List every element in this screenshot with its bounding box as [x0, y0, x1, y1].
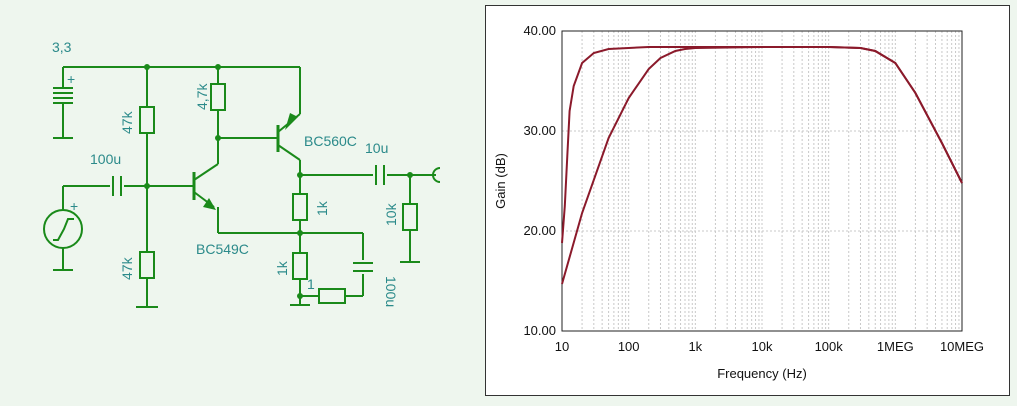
y-tick-label: 30.00 [523, 123, 556, 138]
grid [561, 30, 962, 332]
resistor-r6 [292, 252, 308, 280]
c-in-label: 100u [90, 151, 121, 167]
x-tick-label: 10k [752, 339, 773, 354]
y-tick-label: 40.00 [523, 23, 556, 38]
x-tick-label: 100 [618, 339, 640, 354]
r-feedback-label: 1k [274, 260, 290, 276]
y-tick-label: 10.00 [523, 323, 556, 338]
supply-label: 3,3 [52, 39, 72, 55]
resistor-r4 [402, 203, 418, 231]
junction-dot [215, 64, 221, 70]
output-terminal [432, 167, 441, 183]
junction-dot [297, 293, 303, 299]
r-series-label: 1 [307, 276, 315, 292]
resistor-r2 [139, 251, 155, 279]
step-icon [53, 218, 74, 241]
r-bias-top-label: 47k [119, 110, 135, 134]
battery-plus-sign: + [67, 71, 75, 87]
r-bias-bottom-label: 47k [119, 256, 135, 280]
emitter-arrow [203, 198, 216, 210]
x-tick-label: 1k [688, 339, 702, 354]
r-collector-label: 4,7k [194, 83, 210, 110]
resistor-r3 [210, 83, 226, 111]
x-axis-label: Frequency (Hz) [717, 366, 807, 381]
series-lines [561, 46, 963, 285]
junction-dot [297, 172, 303, 178]
x-axis: 10 100 1k 10k 100k 1MEG 10MEG [555, 339, 984, 354]
x-tick-label: 10 [555, 339, 569, 354]
c-bypass-label: 100u [383, 276, 399, 307]
q1-label: BC549C [196, 241, 249, 257]
y-tick-label: 20.00 [523, 223, 556, 238]
junction-dot [297, 230, 303, 236]
junction-dot [144, 183, 150, 189]
wire [277, 144, 301, 161]
y-axis: 10.00 20.00 30.00 40.00 [523, 23, 556, 338]
x-tick-label: 1MEG [877, 339, 914, 354]
q2-label: BC560C [304, 133, 357, 149]
c-out-label: 10u [365, 140, 388, 156]
resistor-r1 [139, 106, 155, 134]
resistor-r7 [318, 288, 346, 304]
junction-dot [215, 135, 221, 141]
source-plus-sign: + [70, 198, 78, 214]
y-axis-label: Gain (dB) [493, 153, 508, 209]
resistor-r5 [292, 193, 308, 221]
bode-plot-panel: 10.00 20.00 30.00 40.00 10 100 1k 10k 100k 1MEG 1… [485, 5, 1010, 396]
r-load-label: 10k [383, 202, 399, 226]
series-line-2 [561, 46, 963, 285]
x-tick-label: 100k [815, 339, 844, 354]
circuit-schematic: 3,3 + + 100u BC549C BC560C 10u 1 47k 47k… [43, 39, 441, 308]
x-tick-label: 10MEG [940, 339, 984, 354]
junction-dot [144, 64, 150, 70]
r-emitter-label: 1k [314, 200, 330, 216]
junction-dot [407, 172, 413, 178]
wire [193, 163, 219, 181]
emitter-arrow [285, 113, 298, 130]
